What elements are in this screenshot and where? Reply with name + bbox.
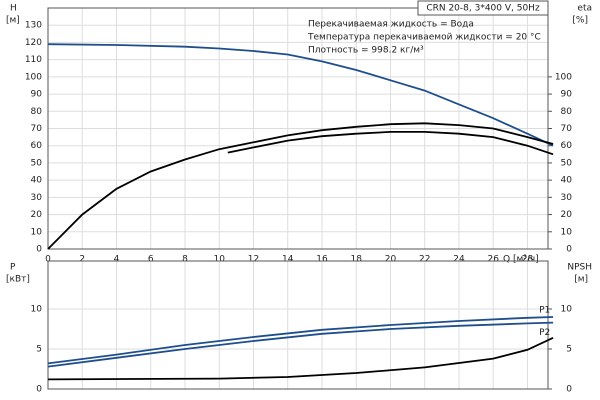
x-tick-label: 28 [522, 255, 534, 265]
plot-frame [47, 7, 549, 250]
x-tick-label: 22 [419, 255, 430, 265]
x-tick-label: 2 [79, 255, 85, 265]
x-tick-label: 14 [282, 255, 294, 265]
y-tick-label: 70 [31, 124, 43, 134]
x-tick-label: 0 [45, 255, 51, 265]
data-line [47, 316, 554, 365]
y2-tick-label: 0 [566, 245, 572, 255]
y2-tick-label: 80 [561, 107, 573, 117]
y-tick-label: 10 [31, 305, 43, 315]
y2-tick-label: 20 [561, 210, 573, 220]
data-line [47, 122, 554, 250]
y-tick-label: 20 [31, 210, 43, 220]
data-line [47, 43, 554, 147]
x-tick-label: 16 [316, 255, 328, 265]
y2-tick-label: 10 [561, 305, 573, 315]
y-tick-label: 110 [25, 55, 42, 65]
y2-tick-label: 90 [561, 90, 573, 100]
y-axis-label: H [10, 4, 17, 14]
y-tick-label: 120 [25, 38, 42, 48]
y2-axis-unit: [%] [572, 16, 588, 26]
y-tick-label: 0 [36, 385, 42, 395]
x-tick-label: 12 [248, 255, 259, 265]
y2-tick-label: 70 [561, 124, 573, 134]
data-line [227, 131, 554, 156]
x-tick-label: 10 [214, 255, 226, 265]
data-line [47, 321, 554, 368]
y2-tick-label: 60 [561, 141, 573, 151]
x-tick-label: 18 [350, 255, 362, 265]
y2-tick-label: 5 [566, 345, 572, 355]
title-box [417, 0, 549, 16]
y-axis-label: P [10, 263, 16, 273]
y-tick-label: 80 [31, 107, 43, 117]
y2-tick-label: 0 [566, 385, 572, 395]
y-tick-label: 5 [36, 345, 42, 355]
x-tick-label: 6 [148, 255, 154, 265]
y-axis-unit: [кВт] [6, 275, 30, 285]
y-tick-label: 30 [31, 193, 43, 203]
y-tick-label: 40 [31, 176, 43, 186]
y-tick-label: 130 [25, 21, 42, 31]
data-line [47, 336, 554, 381]
annotation: Плотность = 998.2 кг/м³ [308, 46, 424, 56]
y2-axis-label: NPSH [567, 263, 592, 273]
y-tick-label: 10 [31, 227, 43, 237]
y2-tick-label: 10 [561, 227, 573, 237]
x-tick-label: 4 [114, 255, 120, 265]
y-tick-label: 60 [31, 141, 43, 151]
x-tick-label: 24 [453, 255, 465, 265]
plot-frame [47, 260, 549, 390]
y2-tick-label: 100 [555, 72, 572, 82]
y-tick-label: 50 [31, 158, 43, 168]
series-label: P1 [539, 306, 550, 316]
chart-title: CRN 20-8, 3*400 V, 50Hz [426, 4, 540, 14]
x-tick-label: 26 [487, 255, 499, 265]
y2-axis-label: eta [577, 4, 592, 14]
y-tick-label: 0 [36, 245, 42, 255]
annotation: Температура перекачиваемой жидкости = 20… [307, 33, 541, 43]
y-tick-label: 90 [31, 90, 43, 100]
x-tick-label: 20 [385, 255, 397, 265]
x-axis-label: Q [м³/ч] [503, 255, 539, 265]
y2-tick-label: 40 [561, 176, 573, 186]
y-axis-unit: [м] [6, 16, 20, 26]
y-tick-label: 100 [25, 72, 42, 82]
x-tick-label: 8 [182, 255, 188, 265]
series-label: P2 [539, 328, 550, 338]
y2-tick-label: 50 [561, 158, 573, 168]
annotation: Перекачиваемая жидкость = Вода [308, 20, 474, 30]
y2-axis-unit: [м] [574, 275, 588, 285]
y2-tick-label: 30 [561, 193, 573, 203]
